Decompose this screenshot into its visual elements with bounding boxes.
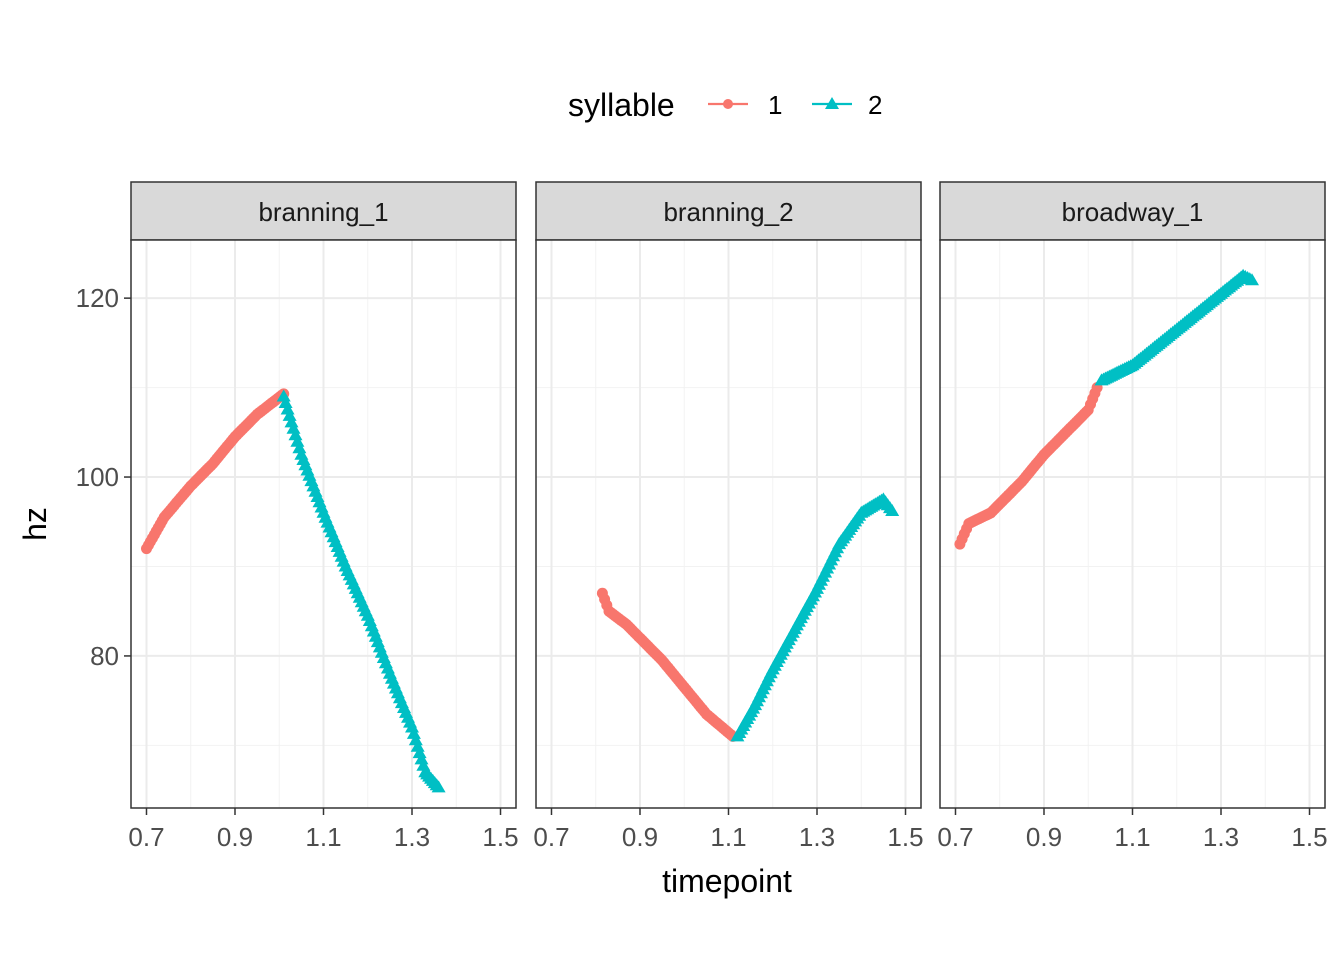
legend-key-2-marker (825, 97, 839, 109)
data-point (885, 504, 900, 516)
legend-key-2 (812, 97, 852, 109)
strip-label: branning_1 (258, 197, 388, 227)
data-point (406, 726, 421, 739)
x-tick-label: 1.3 (1203, 822, 1239, 852)
x-tick-label: 1.1 (1114, 822, 1150, 852)
x-tick-label: 0.7 (533, 822, 569, 852)
panel-broadway_1: broadway_1 0.7 0.9 1.1 1.3 1.5 (937, 181, 1328, 852)
strip-background (939, 181, 1326, 241)
strip-label: broadway_1 (1062, 197, 1204, 227)
y-tick-label: 80 (90, 641, 119, 671)
data-point (414, 752, 429, 765)
data-point (412, 746, 427, 759)
strip-background (535, 181, 922, 241)
data-point (410, 739, 425, 752)
data-point (408, 733, 423, 746)
data-point (286, 421, 301, 434)
x-tick-label: 0.7 (937, 822, 973, 852)
data-point (405, 720, 419, 733)
x-tick-label: 1.3 (394, 822, 430, 852)
legend-label-1: 1 (768, 90, 782, 120)
x-tick-label: 1.5 (887, 822, 923, 852)
legend-key-1 (708, 99, 748, 109)
x-tick-label: 0.9 (217, 822, 253, 852)
x-tick-label: 0.9 (622, 822, 658, 852)
y-axis-title: hz (17, 507, 53, 541)
x-tick-label: 1.1 (710, 822, 746, 852)
series-1 (596, 587, 739, 742)
x-tick-label: 0.7 (128, 822, 164, 852)
data-point (416, 758, 431, 771)
data-point (431, 780, 446, 793)
x-tick-label: 1.5 (1291, 822, 1327, 852)
panel-branning_2: branning_2 0.7 0.9 1.1 1.3 1.5 (533, 181, 924, 852)
x-axis-title: timepoint (662, 863, 792, 899)
x-tick-label: 0.9 (1026, 822, 1062, 852)
x-tick-label: 1.5 (482, 822, 518, 852)
x-tick-label: 1.1 (305, 822, 341, 852)
legend-key-1-marker (723, 99, 733, 109)
strip-background (130, 181, 517, 241)
data-point (282, 408, 297, 421)
legend: syllable 1 2 (568, 87, 882, 123)
series-2 (1094, 268, 1259, 386)
strip-label: branning_2 (663, 197, 793, 227)
panel-branning_1: branning_1 0.7 0.9 1.1 1.3 1.5 80 100 120 (76, 181, 519, 852)
data-point (288, 428, 303, 441)
legend-title: syllable (568, 87, 675, 123)
data-point (292, 441, 307, 454)
y-tick-label: 100 (76, 462, 119, 492)
y-tick-label: 120 (76, 283, 119, 313)
data-point (276, 389, 291, 402)
series-1 (954, 382, 1103, 550)
data-point (278, 396, 293, 408)
data-point (1245, 273, 1259, 286)
x-tick-label: 1.3 (799, 822, 835, 852)
panels: branning_10.7 0.9 1.1 1.3 1.580100120brannin… (76, 181, 1328, 852)
legend-label-2: 2 (868, 90, 882, 120)
series-2 (276, 389, 446, 793)
series-2 (730, 492, 900, 742)
